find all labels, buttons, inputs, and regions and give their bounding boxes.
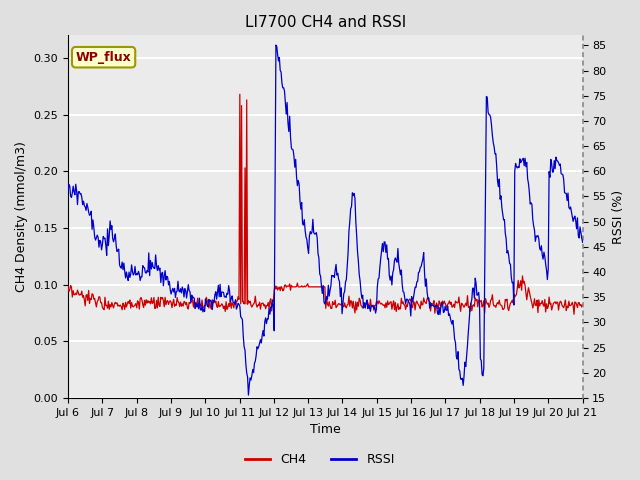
X-axis label: Time: Time xyxy=(310,423,340,436)
Y-axis label: CH4 Density (mmol/m3): CH4 Density (mmol/m3) xyxy=(15,141,28,292)
Text: WP_flux: WP_flux xyxy=(76,51,131,64)
Title: LI7700 CH4 and RSSI: LI7700 CH4 and RSSI xyxy=(244,15,406,30)
Y-axis label: RSSI (%): RSSI (%) xyxy=(612,190,625,244)
Legend: CH4, RSSI: CH4, RSSI xyxy=(240,448,400,471)
